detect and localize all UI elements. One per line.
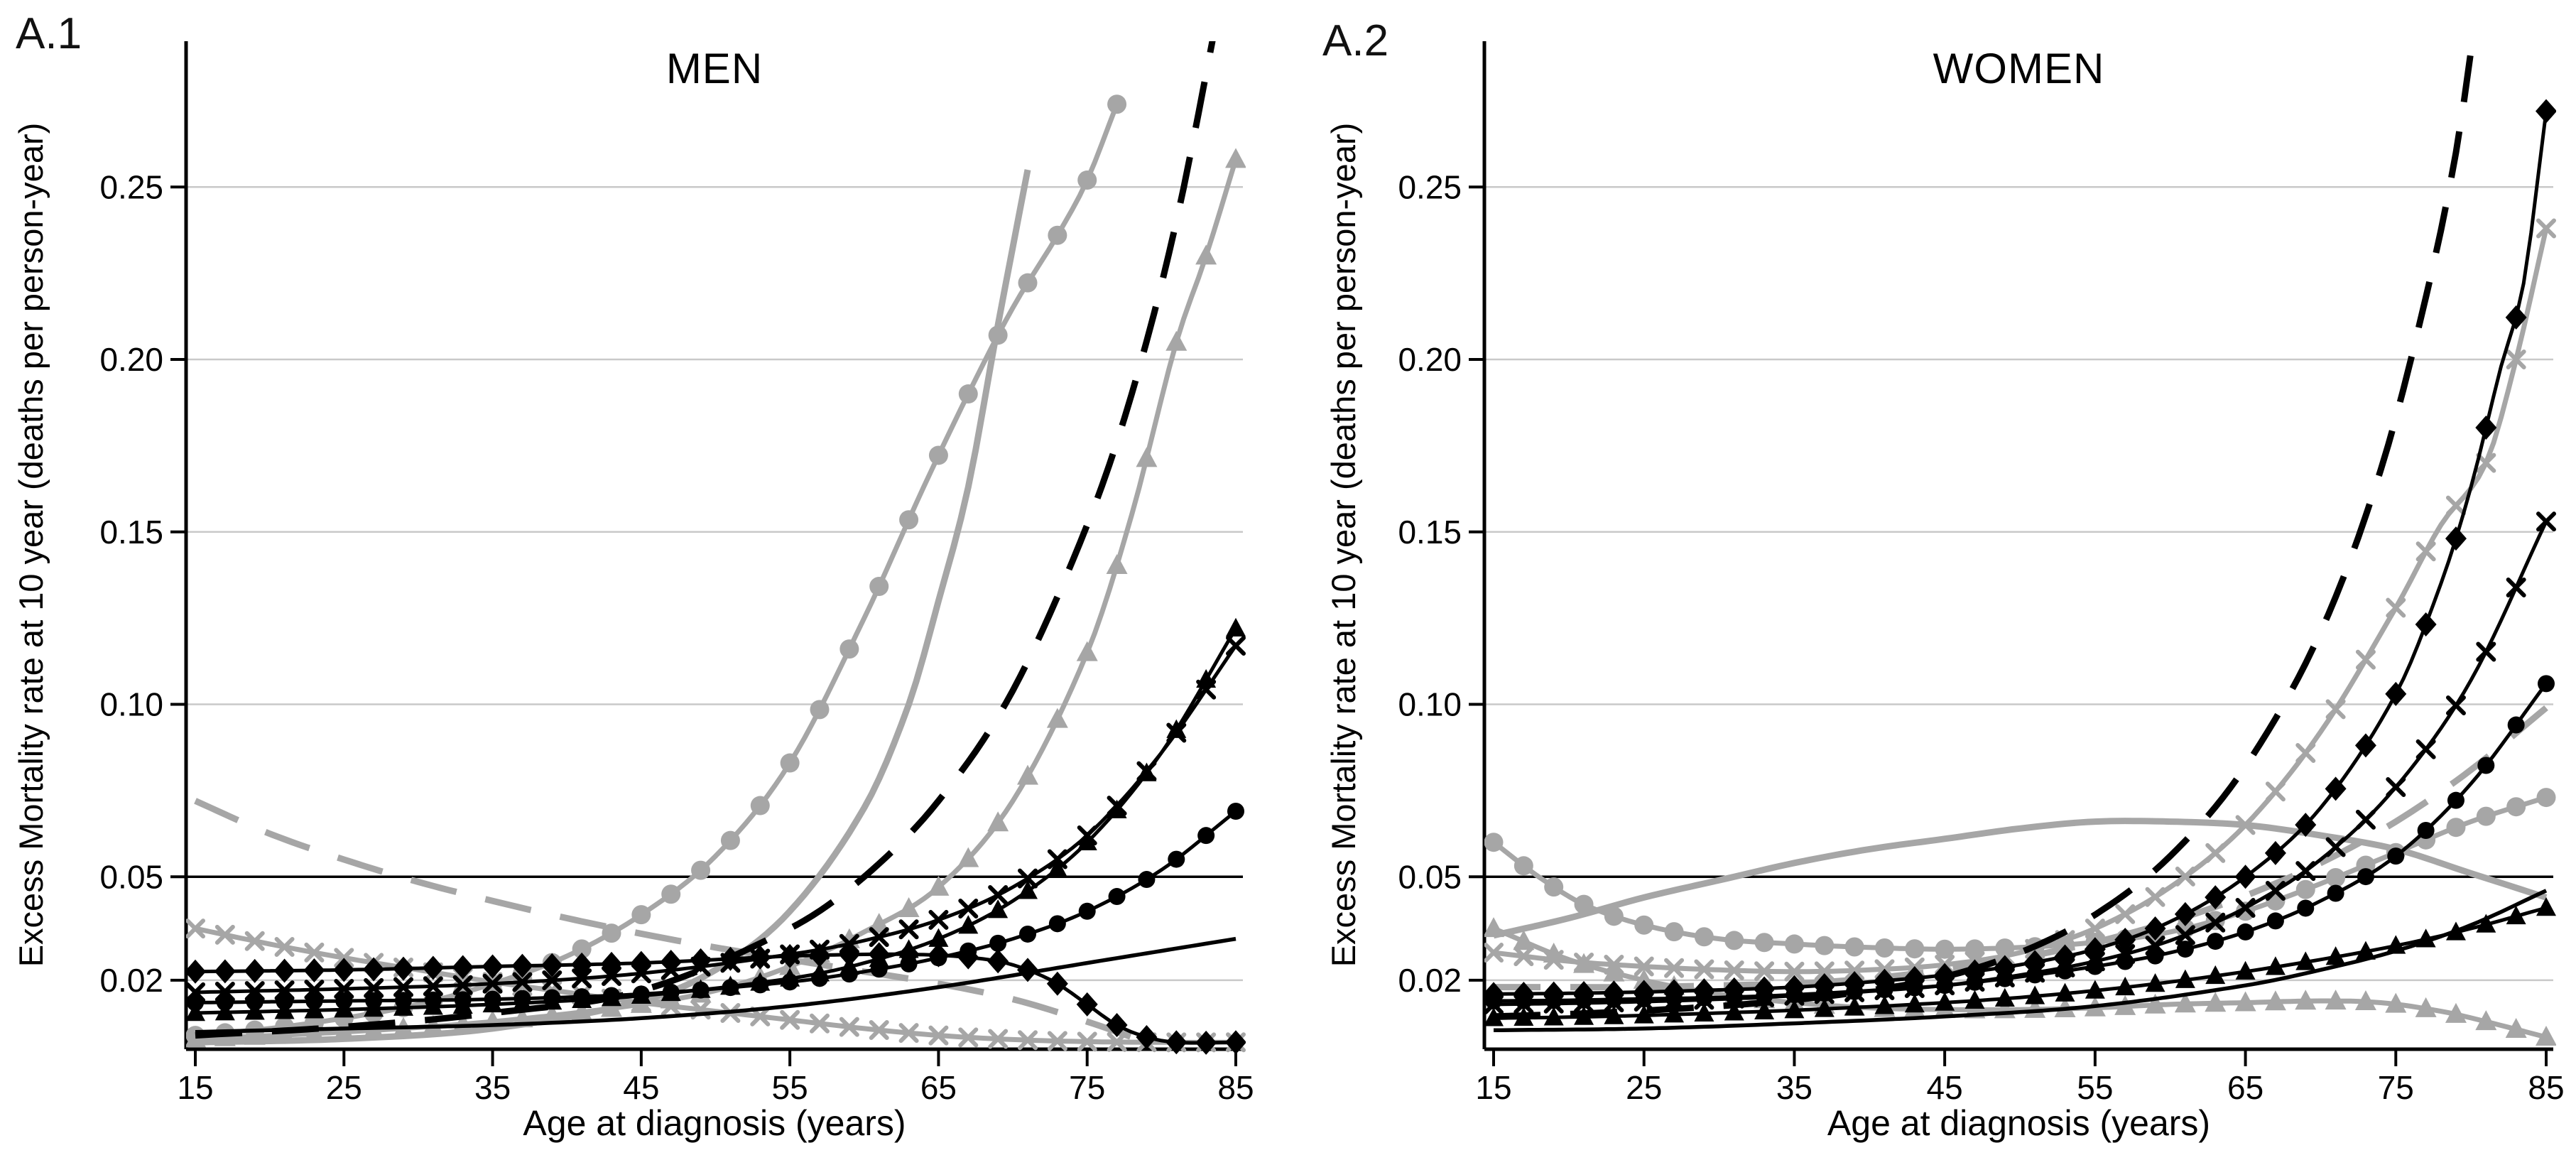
y-tick-label: 0.05 (1398, 858, 1462, 895)
series-black-dash (1493, 41, 2476, 1020)
chart-title-women: WOMEN (1933, 45, 2105, 92)
chart-title-men: MEN (665, 45, 763, 92)
series-black-dash (195, 41, 1216, 1039)
x-tick-label: 15 (1475, 1069, 1511, 1106)
y-axis-label-women: Excess Mortality rate at 10 year (deaths… (1325, 122, 1362, 968)
x-tick-label: 85 (1217, 1069, 1254, 1106)
y-tick-label: 0.10 (99, 686, 163, 723)
x-tick-label: 75 (1069, 1069, 1105, 1106)
x-tick-label: 85 (2528, 1069, 2564, 1106)
y-tick-label: 0.25 (99, 168, 163, 205)
y-tick-label: 0.25 (1398, 168, 1462, 205)
y-tick-label: 0.10 (1398, 686, 1462, 723)
x-tick-label: 15 (177, 1069, 213, 1106)
y-axis-label-men: Excess Mortality rate at 10 year (deaths… (12, 122, 50, 968)
panel-label-a1: A.1 (16, 9, 82, 58)
series-gray-x (1484, 218, 2556, 982)
series-gray-circle (1484, 788, 2556, 959)
series-gray-solid (1493, 818, 2548, 939)
series-black-x (1484, 511, 2556, 1014)
series-black-circle (187, 803, 1244, 1012)
x-tick-label: 25 (1626, 1069, 1662, 1106)
x-tick-label: 25 (326, 1069, 362, 1106)
x-axis-label-women: Age at diagnosis (years) (1827, 1103, 2211, 1143)
y-tick-label: 0.20 (99, 341, 163, 378)
y-tick-label: 0.20 (1398, 341, 1462, 378)
x-tick-label: 65 (920, 1069, 957, 1106)
series-black-diamond (186, 942, 1246, 1055)
panel-A.1: 0.25 0.20 0.15 0.10 0.05 0.02 15 25 35 45 55 65 75 85 (99, 41, 1254, 1106)
x-tick-label: 55 (2077, 1069, 2113, 1106)
series-black-circle (1485, 675, 2555, 1010)
panel-label-a2: A.2 (1322, 16, 1389, 65)
series-black-diamond (1484, 99, 2556, 1007)
series-gray-dash (194, 798, 1148, 1046)
x-tick-label: 75 (2378, 1069, 2414, 1106)
panel-A.2: 0.25 0.20 0.15 0.10 0.05 0.02 15 25 35 45 55 65 75 85 (1398, 41, 2565, 1106)
x-tick-label: 55 (772, 1069, 808, 1106)
y-tick-label: 0.02 (1398, 962, 1462, 999)
y-tick-label: 0.15 (1398, 514, 1462, 551)
y-tick-label: 0.15 (99, 514, 163, 551)
x-tick-label: 45 (1927, 1069, 1963, 1106)
y-tick-label: 0.05 (99, 858, 163, 895)
x-tick-label: 35 (1776, 1069, 1813, 1106)
x-axis-label-men: Age at diagnosis (years) (523, 1103, 906, 1143)
series-black-triangle (1484, 896, 2556, 1026)
series-gray-solid (195, 169, 1031, 1046)
x-tick-label: 65 (2227, 1069, 2263, 1106)
x-tick-label: 35 (474, 1069, 511, 1106)
x-tick-label: 45 (623, 1069, 659, 1106)
y-tick-label: 0.02 (99, 962, 163, 999)
